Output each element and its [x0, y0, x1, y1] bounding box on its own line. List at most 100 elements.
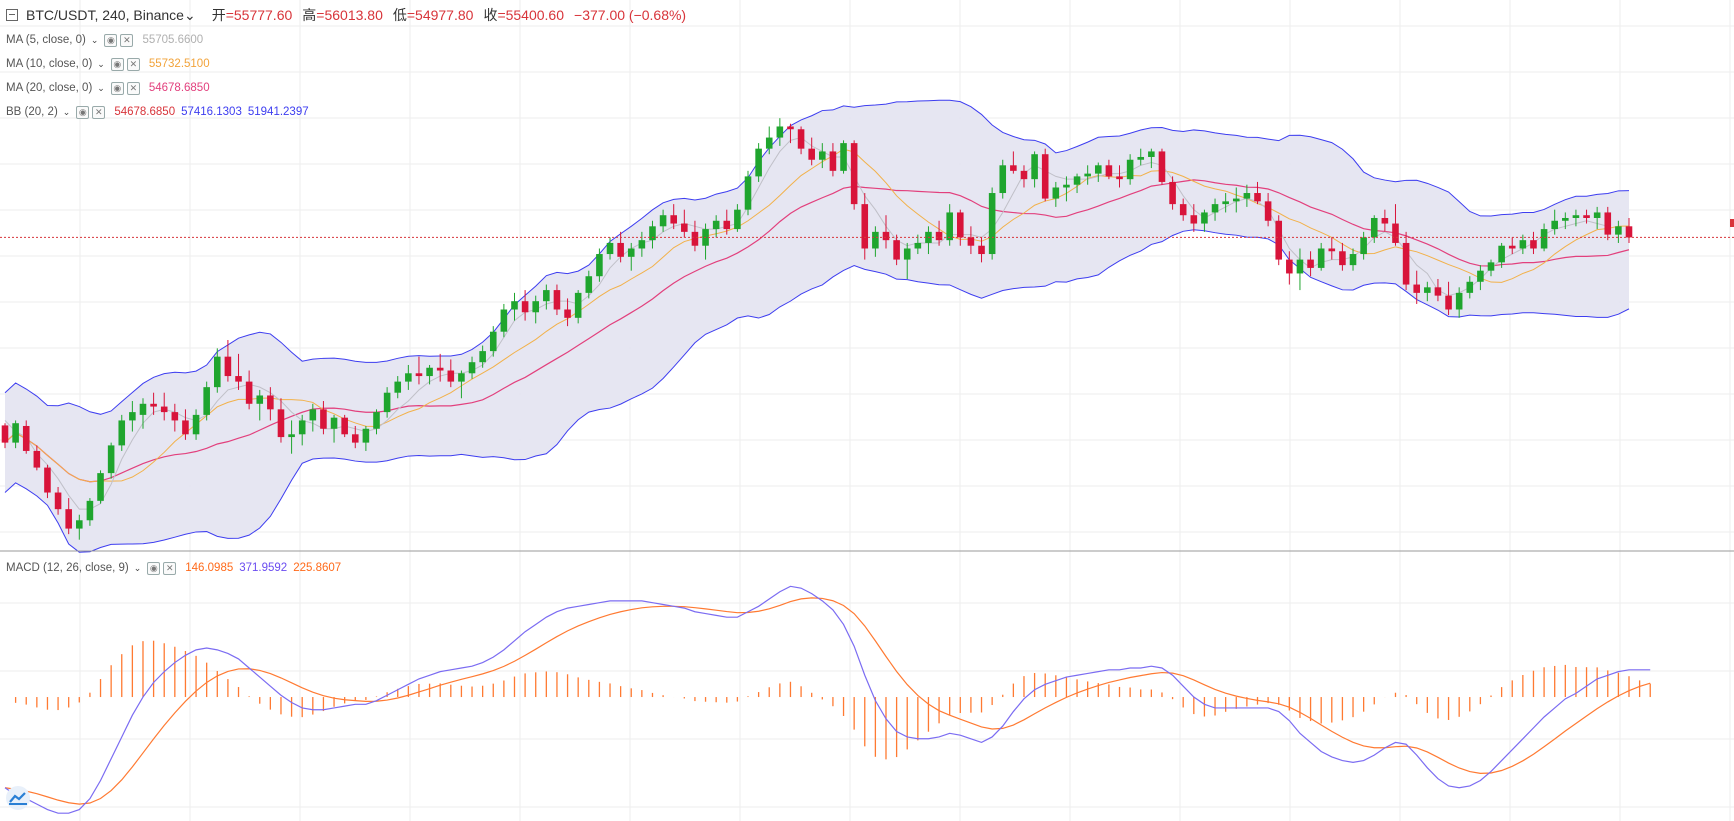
- candle: [627, 242, 635, 271]
- candle-body: [1116, 176, 1123, 180]
- candle: [203, 381, 210, 421]
- candle-body: [1211, 204, 1219, 213]
- candle: [1317, 242, 1325, 271]
- candle: [224, 340, 232, 382]
- indicator-name[interactable]: BB (20, 2): [6, 106, 58, 118]
- visibility-icon[interactable]: ◉: [76, 105, 90, 119]
- last-price-marker: [1730, 219, 1734, 227]
- open-value: =55777.60: [225, 7, 293, 23]
- chevron-down-icon[interactable]: ⌄: [97, 82, 105, 93]
- chevron-down-icon[interactable]: ⌄: [133, 562, 142, 573]
- candle: [330, 414, 338, 443]
- candle: [903, 242, 911, 279]
- candle-body: [1508, 245, 1516, 249]
- candle-body: [1583, 215, 1590, 218]
- indicator-name[interactable]: MACD (12, 26, close, 9): [6, 562, 129, 574]
- candle: [1572, 209, 1580, 227]
- legend-ma20: MA (20, close, 0) ⌄ ◉ ✕ 54678.6850: [6, 78, 210, 98]
- candle: [500, 303, 508, 338]
- indicator-name[interactable]: MA (20, close, 0): [6, 82, 93, 94]
- candle-body: [659, 215, 667, 227]
- candle: [1381, 209, 1389, 232]
- close-icon[interactable]: ✕: [120, 33, 134, 47]
- candle: [861, 193, 869, 260]
- candle: [65, 498, 72, 535]
- candle-body: [1169, 181, 1176, 205]
- candle: [1052, 181, 1060, 207]
- chevron-down-icon[interactable]: ⌄: [97, 58, 105, 69]
- candle-body: [1487, 262, 1495, 271]
- candle: [882, 215, 890, 249]
- visibility-icon[interactable]: ◉: [110, 57, 124, 71]
- candle: [150, 392, 157, 415]
- candle: [765, 126, 773, 155]
- candle: [1084, 165, 1091, 185]
- candle-body: [362, 428, 370, 443]
- candle: [1148, 148, 1155, 169]
- candle-body: [1328, 248, 1336, 252]
- chevron-down-icon[interactable]: ⌄: [62, 106, 71, 117]
- candle-body: [373, 412, 380, 429]
- candle: [1190, 204, 1198, 232]
- candle-body: [914, 242, 922, 249]
- candle: [850, 140, 858, 210]
- visibility-icon[interactable]: ◉: [147, 561, 161, 575]
- candle: [373, 409, 380, 435]
- candle: [1307, 251, 1314, 277]
- candle-body: [33, 450, 41, 468]
- candle-body: [256, 395, 264, 404]
- candle: [1211, 198, 1219, 221]
- candle-body: [521, 301, 529, 313]
- candle-body: [808, 148, 815, 160]
- candle-body: [235, 376, 242, 382]
- candle: [712, 215, 720, 238]
- close-icon[interactable]: ✕: [126, 81, 140, 95]
- candle-body: [681, 223, 688, 232]
- visibility-icon[interactable]: ◉: [104, 33, 118, 47]
- candle-body: [182, 420, 189, 435]
- candle: [288, 420, 295, 454]
- candle: [12, 420, 19, 449]
- indicator-name[interactable]: MA (10, close, 0): [6, 58, 93, 70]
- candle-body: [1243, 193, 1251, 199]
- candle-body: [978, 245, 985, 255]
- collapse-toggle[interactable]: [6, 9, 18, 21]
- candle: [1296, 248, 1304, 291]
- symbol-title[interactable]: BTC/USDT, 240, Binance: [26, 7, 184, 23]
- macd-signal-value: 225.8607: [293, 562, 342, 574]
- candle: [681, 209, 688, 238]
- close-icon[interactable]: ✕: [163, 561, 177, 575]
- candle-body: [1392, 223, 1399, 243]
- indicator-name[interactable]: MA (5, close, 0): [6, 34, 86, 46]
- candle-body: [765, 137, 773, 149]
- visibility-icon[interactable]: ◉: [110, 81, 124, 95]
- candle: [840, 140, 847, 174]
- chevron-down-icon[interactable]: ⌄: [90, 34, 99, 45]
- candle: [1392, 204, 1399, 246]
- candle-body: [1232, 198, 1240, 202]
- candle: [1286, 251, 1293, 285]
- candle-body: [872, 231, 879, 249]
- candle-body: [617, 242, 624, 257]
- candle-body: [277, 409, 285, 438]
- candle: [808, 137, 815, 166]
- close-icon[interactable]: ✕: [126, 57, 140, 71]
- candle: [776, 118, 784, 146]
- candle: [320, 401, 327, 435]
- candle: [1254, 181, 1261, 205]
- candlesticks: [1, 118, 1633, 540]
- candle: [341, 414, 348, 438]
- indicator-value: 54678.6850: [148, 82, 210, 94]
- candle-body: [585, 276, 593, 293]
- chevron-down-icon[interactable]: ⌄: [183, 6, 196, 23]
- candle-body: [1137, 156, 1145, 160]
- candle: [298, 414, 306, 446]
- candle: [22, 420, 30, 454]
- candle-body: [903, 248, 911, 260]
- candle-body: [1424, 287, 1431, 293]
- tradingview-logo-icon[interactable]: [6, 786, 30, 810]
- close-icon[interactable]: ✕: [92, 105, 106, 119]
- candle-body: [203, 387, 210, 415]
- candle-body: [1360, 237, 1367, 255]
